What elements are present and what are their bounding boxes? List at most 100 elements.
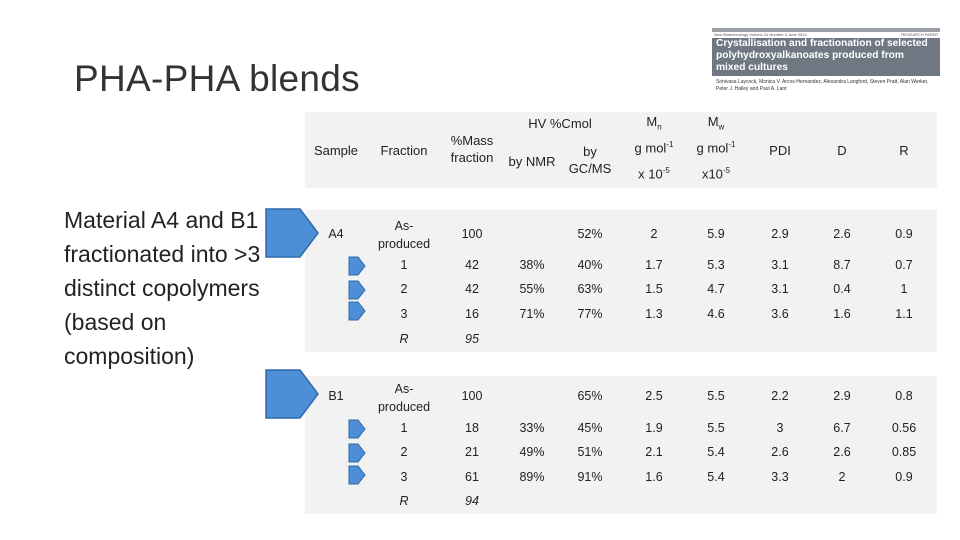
gcms-cell: 51% <box>577 445 603 459</box>
fraction-cell: 2 <box>400 445 408 459</box>
fraction-cell: 2 <box>400 282 408 296</box>
header-mn-unit-sup: -1 <box>666 140 674 149</box>
mn-cell: 1.6 <box>645 470 663 484</box>
pdi-cell: 3 <box>776 421 784 435</box>
arrow-a4-icon <box>265 208 319 258</box>
fraction-cell: As-produced <box>377 382 431 414</box>
paper-section: RESEARCH PAPER <box>901 32 938 37</box>
header-mn-scale-sup: -5 <box>662 166 670 175</box>
mass-cell: 100 <box>461 389 483 403</box>
arrow-b1-icon <box>265 369 319 419</box>
pdi-cell: 3.1 <box>771 258 789 272</box>
mw-cell: 5.5 <box>707 389 725 403</box>
gcms-cell: 52% <box>577 227 603 241</box>
header-mn-scale: x 10-5 <box>624 166 684 181</box>
sample-label-a4: A4 <box>328 227 344 241</box>
mw-cell: 5.9 <box>707 227 725 241</box>
header-pdi: PDI <box>769 143 791 158</box>
header-mass-fraction: %Mass fraction <box>450 133 494 165</box>
fraction-arrow-icon <box>348 256 366 276</box>
header-mw-sub: w <box>718 122 725 132</box>
d-cell: 2.9 <box>833 389 851 403</box>
mass-cell: 18 <box>465 421 479 435</box>
r-cell: 1.1 <box>895 307 913 321</box>
mw-cell: 5.4 <box>707 445 725 459</box>
d-cell: 0.4 <box>833 282 851 296</box>
fraction-cell: As-produced <box>377 219 431 251</box>
mn-cell: 1.7 <box>645 258 663 272</box>
nmr-cell: 49% <box>519 445 545 459</box>
header-hv-gcms: by GC/MS <box>562 143 618 177</box>
nmr-cell: 38% <box>519 258 545 272</box>
fraction-cell: 3 <box>400 470 408 484</box>
fraction-arrow-icon <box>348 301 366 321</box>
paper-title: Crystallisation and fractionation of sel… <box>716 38 928 73</box>
d-cell: 8.7 <box>833 258 851 272</box>
paper-header-bar <box>712 28 940 32</box>
header-d: D <box>837 143 847 158</box>
header-mn: Mn <box>624 114 684 132</box>
header-mn-symbol: M <box>646 114 658 129</box>
mn-cell: 2.1 <box>645 445 663 459</box>
mass-cell: 95 <box>465 332 479 346</box>
header-mn-scale-text: x 10 <box>638 166 663 182</box>
mass-cell: 21 <box>465 445 479 459</box>
paper-title-box: Crystallisation and fractionation of sel… <box>712 38 940 76</box>
r-cell: 1 <box>900 282 908 296</box>
fraction-cell: 1 <box>400 258 408 272</box>
mn-cell: 1.9 <box>645 421 663 435</box>
fraction-cell: R <box>399 332 409 346</box>
mass-cell: 100 <box>461 227 483 241</box>
gcms-cell: 63% <box>577 282 603 296</box>
paper-authors: Srinivasa Laycock, Monica V. Arcos-Herna… <box>716 79 929 92</box>
r-cell: 0.7 <box>895 258 913 272</box>
fraction-arrow-icon <box>348 280 366 300</box>
header-r: R <box>899 143 909 158</box>
fraction-cell: 1 <box>400 421 408 435</box>
sample-label-b1: B1 <box>328 389 344 403</box>
mass-cell: 42 <box>465 258 479 272</box>
header-mw-scale-sup: -5 <box>722 166 731 175</box>
header-mw-scale: x10-5 <box>686 166 746 181</box>
gcms-cell: 40% <box>577 258 603 272</box>
paper-journal: New Biotechnology Volume 31 Number 4 Jun… <box>714 32 807 37</box>
mass-cell: 16 <box>465 307 479 321</box>
mass-cell: 42 <box>465 282 479 296</box>
table-group-b1-background <box>305 376 937 514</box>
mn-cell: 2 <box>650 227 658 241</box>
mw-cell: 4.6 <box>707 307 725 321</box>
r-cell: 0.56 <box>891 421 917 435</box>
table-group-a4-background <box>305 210 937 352</box>
mn-cell: 1.3 <box>645 307 663 321</box>
r-cell: 0.9 <box>895 227 913 241</box>
header-mn-unit: g mol-1 <box>624 140 684 155</box>
r-cell: 0.8 <box>895 389 913 403</box>
fraction-arrow-icon <box>348 443 366 463</box>
mw-cell: 5.3 <box>707 258 725 272</box>
header-mw-symbol: M <box>707 114 719 129</box>
d-cell: 2.6 <box>833 445 851 459</box>
header-mw-unit-sup: -1 <box>728 140 736 149</box>
fraction-cell: R <box>399 494 409 508</box>
header-mw-unit-text: g mol <box>696 140 729 156</box>
d-cell: 2.6 <box>833 227 851 241</box>
gcms-cell: 91% <box>577 470 603 484</box>
gcms-cell: 77% <box>577 307 603 321</box>
pdi-cell: 2.2 <box>771 389 789 403</box>
gcms-cell: 45% <box>577 421 603 435</box>
pdi-cell: 3.3 <box>771 470 789 484</box>
pdi-cell: 2.6 <box>771 445 789 459</box>
mw-cell: 5.4 <box>707 470 725 484</box>
d-cell: 1.6 <box>833 307 851 321</box>
nmr-cell: 55% <box>519 282 545 296</box>
fraction-cell: 3 <box>400 307 408 321</box>
header-mw-scale-text: x10 <box>701 166 723 182</box>
r-cell: 0.9 <box>895 470 913 484</box>
nmr-cell: 71% <box>519 307 545 321</box>
pdi-cell: 2.9 <box>771 227 789 241</box>
pdi-cell: 3.6 <box>771 307 789 321</box>
nmr-cell: 33% <box>519 421 545 435</box>
side-note: Material A4 and B1 fractionated into >3 … <box>64 207 261 369</box>
header-mw-unit: g mol-1 <box>686 140 746 155</box>
header-mn-unit-text: g mol <box>634 140 667 156</box>
